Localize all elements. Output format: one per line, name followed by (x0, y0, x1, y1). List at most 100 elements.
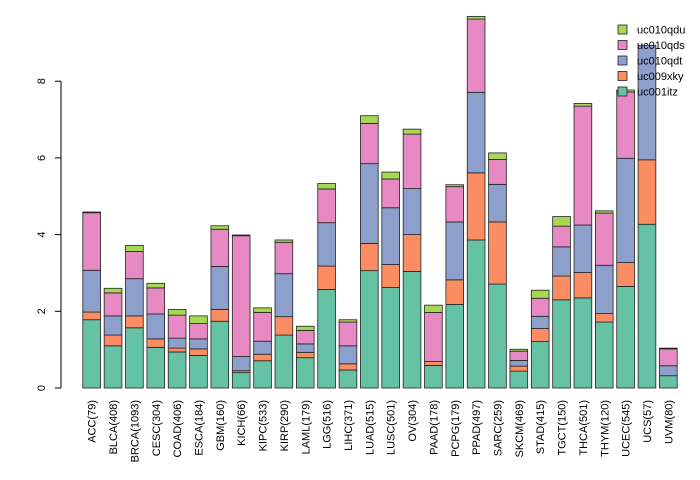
bar-segment-uc010qds (253, 312, 272, 342)
bar-segment-uc010qdt (573, 224, 593, 273)
bar-segment-uc010qds (573, 105, 593, 226)
bar-segment-uc010qdu (424, 304, 443, 313)
x-tick-label: KIRP(290) (279, 400, 291, 451)
bar-stack (295, 325, 315, 389)
bar-segment-uc009xky (189, 348, 208, 356)
x-tick-label: ESCA(184) (193, 400, 205, 456)
bar-stack (402, 128, 422, 389)
x-tick-label: UCS(57) (642, 400, 654, 443)
bar-segment-uc010qds (530, 297, 550, 317)
bar-segment-uc010qdu (210, 225, 230, 230)
bar-segment-uc009xky (445, 279, 465, 305)
bar-segment-uc009xky (466, 172, 486, 241)
bar-segment-uc010qds (466, 18, 486, 93)
bar-segment-uc010qds (509, 350, 529, 361)
bar-segment-uc010qdu (295, 325, 315, 331)
bar-segment-uc010qdu (594, 210, 614, 214)
x-axis-labels: ACC(79) BLCA(408) BRCA(1093) CESC(304) COAD(… (87, 400, 676, 462)
legend-label: uc001itz (637, 87, 678, 99)
bar-segment-uc001itz (274, 334, 294, 389)
bar-stack (466, 15, 486, 389)
bar-stack (509, 348, 529, 389)
bar-segment-uc010qds (552, 225, 571, 248)
legend-swatch (617, 86, 628, 97)
bar-segment-uc010qdu (167, 308, 187, 316)
bar-segment-uc010qds (210, 228, 230, 267)
bar-segment-uc010qdu (338, 319, 358, 323)
bar-stack (125, 244, 144, 389)
bar-segment-uc009xky (573, 272, 593, 299)
bar-segment-uc010qdt (189, 338, 208, 350)
bar-segment-uc009xky (552, 275, 571, 301)
bar-segment-uc009xky (82, 311, 101, 321)
bar-segment-uc010qdu (509, 348, 529, 352)
bar-segment-uc010qdt (509, 359, 529, 367)
bar-segment-uc009xky (402, 234, 422, 272)
bar-segment-uc010qds (424, 312, 443, 362)
bar-segment-uc010qdu (659, 347, 678, 350)
bar-stack (146, 282, 166, 389)
bar-segment-uc010qds (146, 287, 166, 315)
bar-segment-uc009xky (146, 338, 166, 348)
bar-segment-uc010qdt (445, 221, 465, 281)
bars (82, 15, 678, 389)
bar-segment-uc010qdu (552, 216, 571, 227)
bar-stack (616, 89, 635, 389)
bar-segment-uc001itz (573, 297, 593, 389)
bar-segment-uc001itz (424, 364, 443, 389)
bar-segment-uc010qdt (360, 163, 379, 244)
bar-segment-uc001itz (530, 341, 550, 389)
bar-segment-uc010qds (295, 330, 315, 345)
bar-segment-uc010qdt (402, 188, 422, 235)
x-tick-label: LUAD(515) (364, 400, 376, 455)
bar-stack (338, 319, 358, 389)
y-tick-label: 2 (36, 308, 48, 314)
legend-label: uc010qds (637, 40, 685, 52)
bar-segment-uc010qdt (274, 273, 294, 318)
bar-segment-uc009xky (338, 363, 358, 371)
bar-segment-uc010qdt (338, 345, 358, 365)
bar-segment-uc010qdt (231, 356, 251, 372)
x-tick-label: STAD(415) (535, 400, 547, 454)
legend-swatch (617, 40, 628, 50)
bar-segment-uc001itz (552, 299, 571, 389)
x-tick-label: TGCT(150) (557, 400, 569, 456)
bar-stack (594, 210, 614, 389)
x-tick-label: SARC(259) (492, 400, 504, 456)
bar-segment-uc010qdu (253, 307, 272, 313)
bar-segment-uc009xky (317, 265, 336, 290)
x-tick-label: BLCA(408) (108, 400, 120, 454)
bar-segment-uc009xky (637, 159, 657, 225)
x-tick-label: CESC(304) (151, 400, 163, 456)
bar-segment-uc010qds (616, 91, 635, 159)
legend-label: uc010qdu (637, 25, 685, 37)
bar-segment-uc009xky (210, 308, 230, 322)
bar-segment-uc010qdu (530, 289, 550, 299)
bar-stack (445, 184, 465, 389)
bar-segment-uc001itz (594, 321, 614, 389)
bar-segment-uc010qds (338, 321, 358, 347)
bar-segment-uc010qdt (210, 266, 230, 310)
x-tick-label: THYM(120) (599, 400, 611, 457)
y-tick-label: 6 (36, 155, 48, 161)
bar-segment-uc001itz (360, 270, 379, 389)
bar-segment-uc001itz (167, 351, 187, 389)
bar-segment-uc010qdu (125, 244, 144, 252)
bar-segment-uc010qdt (167, 337, 187, 349)
bar-segment-uc010qds (189, 323, 208, 340)
x-tick-label: ACC(79) (87, 400, 99, 443)
legend-label: uc010qdt (637, 56, 682, 68)
bar-segment-uc010qdt (637, 45, 657, 161)
bar-segment-uc010qds (381, 178, 400, 209)
bar-segment-uc010qdt (381, 207, 400, 265)
x-tick-label: LUSC(501) (386, 400, 398, 455)
bar-segment-uc010qdt (125, 278, 144, 317)
bar-segment-uc009xky (530, 328, 550, 342)
y-axis: 0 2 4 6 8 (36, 78, 62, 391)
bar-segment-uc009xky (616, 262, 635, 287)
bar-segment-uc010qdu (103, 287, 123, 294)
bar-segment-uc001itz (231, 372, 251, 389)
bar-segment-uc001itz (659, 375, 678, 389)
bar-segment-uc009xky (360, 243, 379, 272)
